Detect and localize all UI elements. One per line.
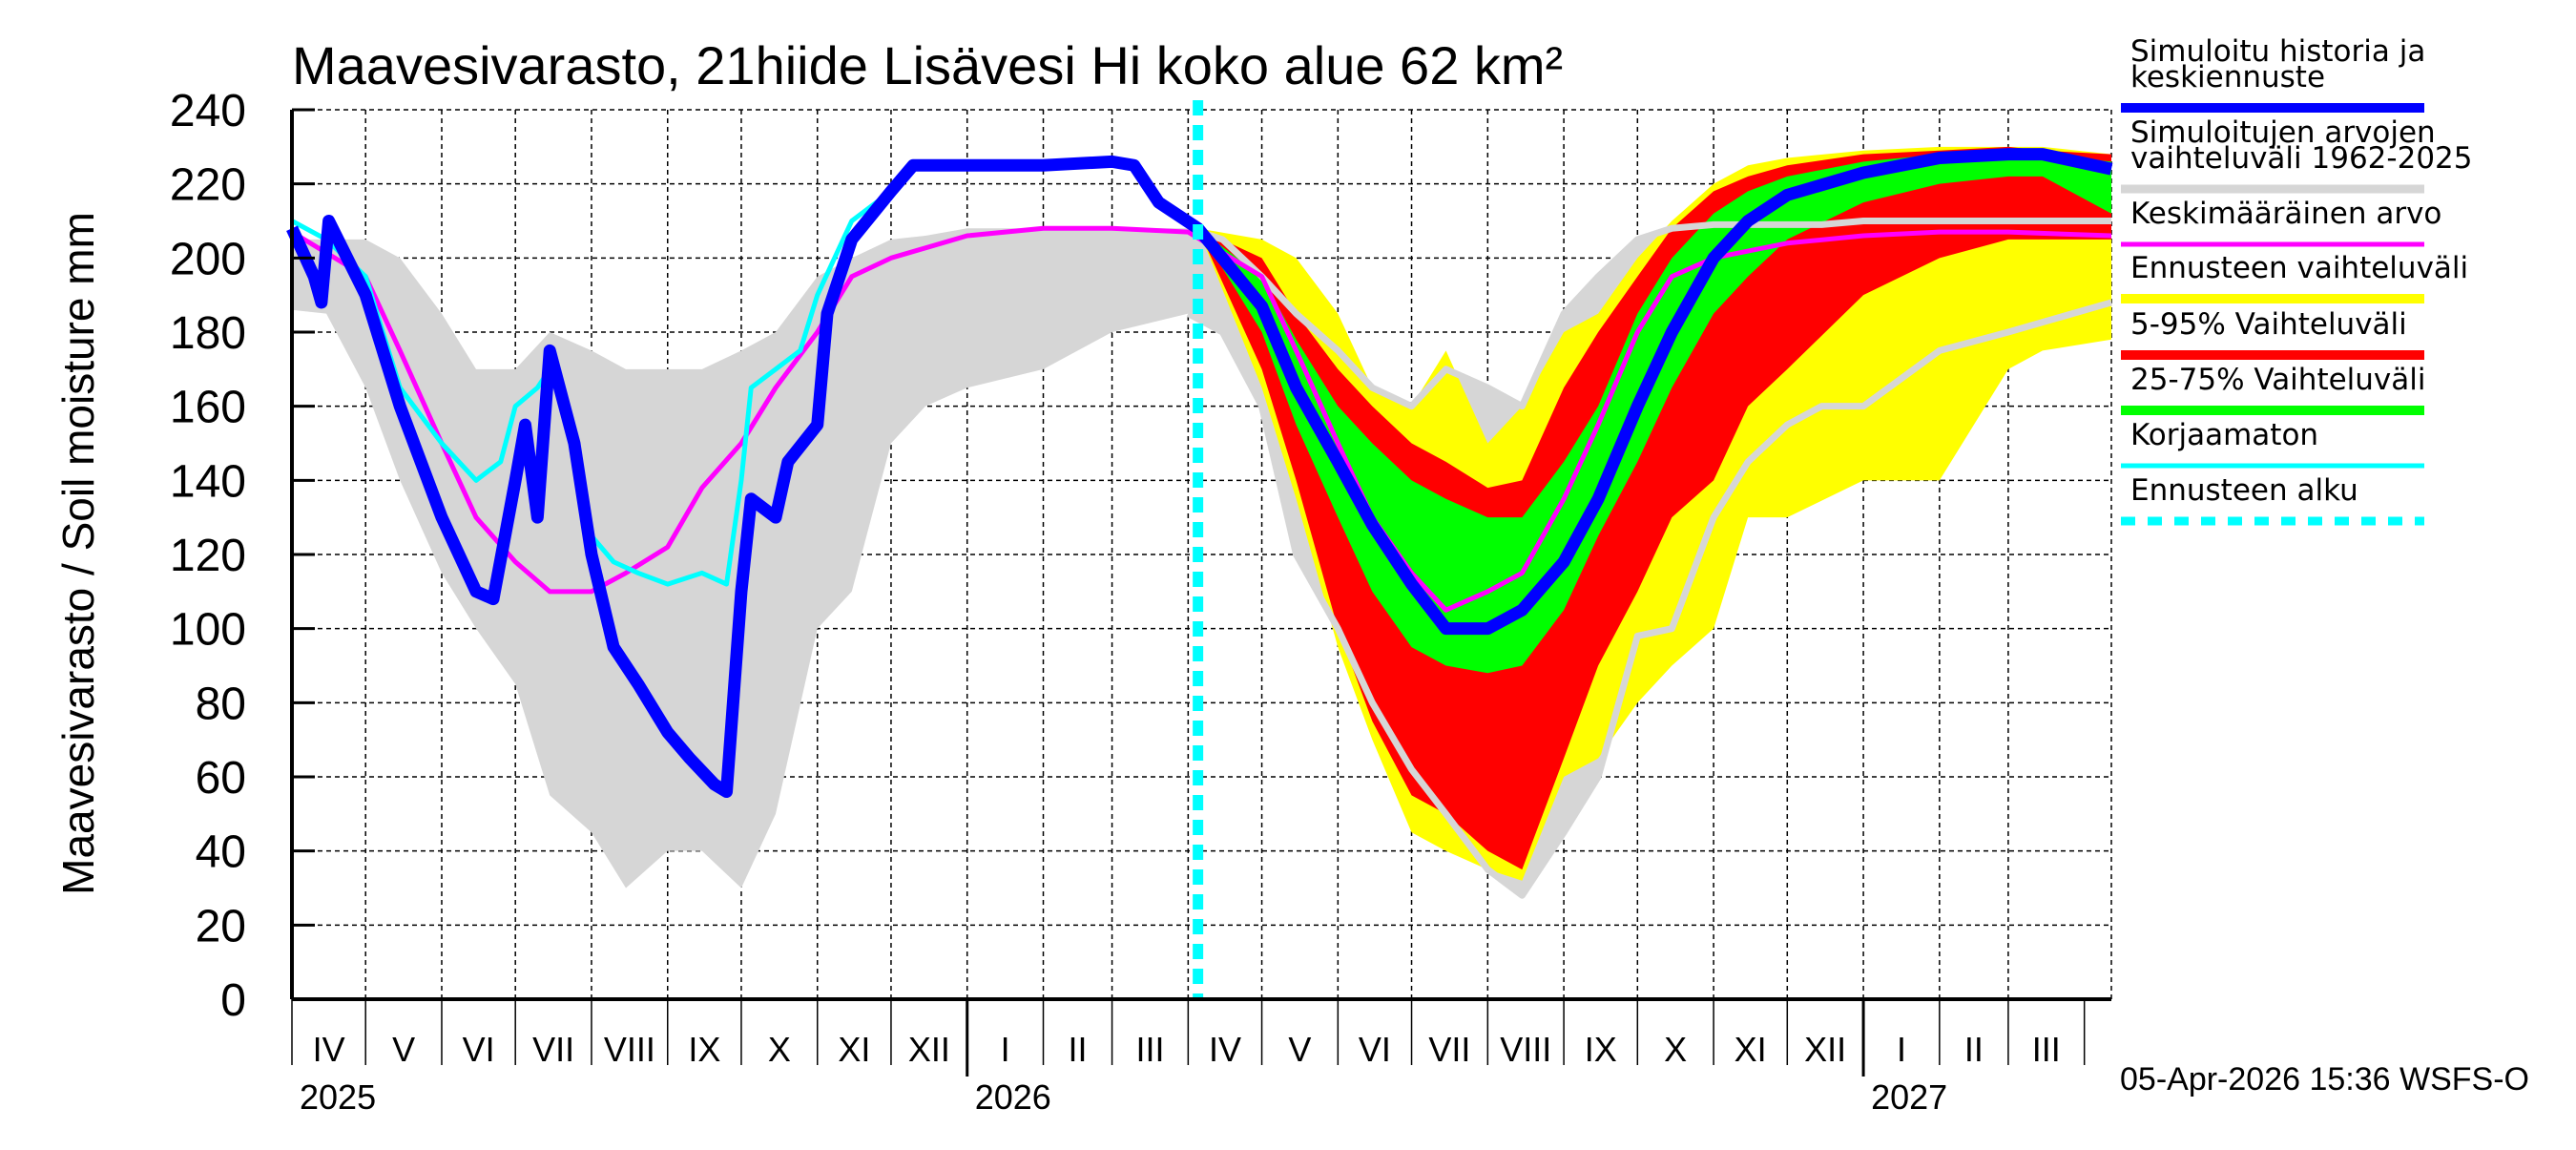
y-tick-label: 100 (170, 605, 246, 656)
legend-label-p25_75: 25-75% Vaihteluväli (2130, 363, 2426, 397)
legend-label-uncorrected: Korjaamaton (2130, 418, 2318, 452)
y-tick-label: 0 (220, 975, 246, 1026)
y-tick-label: 220 (170, 160, 246, 211)
month-label: VI (463, 1030, 495, 1069)
month-label: I (1897, 1030, 1906, 1069)
month-label: XII (1804, 1030, 1846, 1069)
month-label: IV (1209, 1030, 1241, 1069)
footer-timestamp: 05-Apr-2026 15:36 WSFS-O (2120, 1061, 2529, 1098)
month-label: III (1135, 1030, 1164, 1069)
y-tick-label: 40 (196, 827, 246, 878)
historical-range-low-edge (1186, 299, 2112, 899)
month-label: IV (313, 1030, 345, 1069)
legend-label-forecast_start: Ennusteen alku (2130, 473, 2358, 508)
y-tick-label: 240 (170, 86, 246, 136)
month-label: IX (688, 1030, 720, 1069)
month-label: III (2032, 1030, 2061, 1069)
chart-title: Maavesivarasto, 21hiide Lisävesi Hi koko… (292, 35, 1563, 95)
year-label: 2025 (300, 1077, 376, 1117)
historical-range-high-edge (1187, 218, 2111, 410)
mean-line (290, 225, 2112, 613)
month-label: VIII (604, 1030, 655, 1069)
p25-75-band (1197, 150, 2111, 674)
legend-label-mean: Keskimääräinen arvo (2130, 197, 2441, 231)
month-label: VIII (1500, 1030, 1551, 1069)
month-label: VII (532, 1030, 574, 1069)
month-label: XI (1735, 1030, 1767, 1069)
legend-label-hist_range: vaihteluväli 1962-2025 (2130, 141, 2472, 176)
y-tick-label: 160 (170, 383, 246, 433)
y-tick-label: 200 (170, 234, 246, 284)
month-label: VII (1428, 1030, 1470, 1069)
legend-label-hist_range: Simuloitujen arvojen (2130, 115, 2436, 150)
y-tick-label: 140 (170, 456, 246, 507)
month-label: XI (838, 1030, 870, 1069)
year-label: 2027 (1871, 1077, 1947, 1117)
month-label: I (1001, 1030, 1010, 1069)
y-axis-label: Maavesivarasto / Soil moisture mm (53, 212, 103, 895)
y-tick-label: 180 (170, 308, 246, 359)
legend-label-p5_95: 5-95% Vaihteluväli (2130, 307, 2407, 342)
month-label: X (1664, 1030, 1687, 1069)
legend-label-sim: keskiennuste (2130, 60, 2325, 94)
month-label: XII (908, 1030, 950, 1069)
y-tick-label: 120 (170, 531, 246, 581)
p5-95-band (1197, 146, 2111, 870)
series-layer (286, 100, 2113, 999)
month-label: V (392, 1030, 415, 1069)
month-label: X (768, 1030, 791, 1069)
month-label: IX (1585, 1030, 1617, 1069)
month-label: VI (1359, 1030, 1391, 1069)
legend-label-sim: Simuloitu historia ja (2130, 34, 2425, 69)
y-tick-label: 80 (196, 679, 246, 729)
y-tick-label: 60 (196, 753, 246, 804)
month-label: II (1964, 1030, 1984, 1069)
month-label: II (1069, 1030, 1088, 1069)
year-label: 2026 (975, 1077, 1051, 1117)
y-tick-label: 20 (196, 901, 246, 951)
simulated-median-line (286, 148, 2113, 799)
month-label: V (1288, 1030, 1311, 1069)
legend-label-forecast_range: Ennusteen vaihteluväli (2130, 251, 2468, 285)
